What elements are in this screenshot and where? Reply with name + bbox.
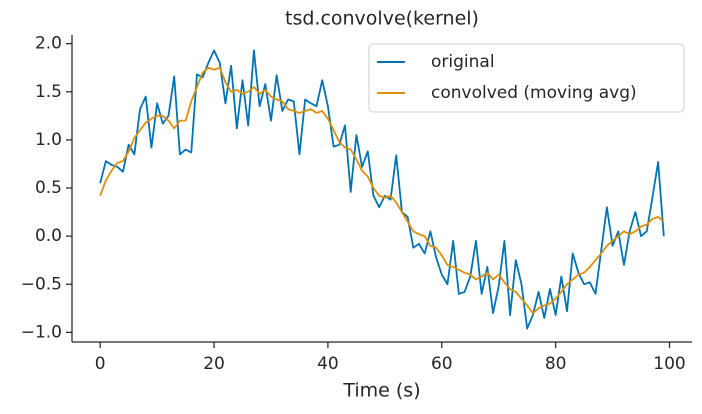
y-tick-label: 2.0 xyxy=(35,34,62,54)
x-tick-label: 100 xyxy=(653,354,685,374)
chart-title: tsd.convolve(kernel) xyxy=(285,8,479,30)
x-tick-label: 80 xyxy=(545,354,567,374)
x-axis-label: Time (s) xyxy=(342,380,420,402)
x-tick-label: 0 xyxy=(95,354,106,374)
series-line xyxy=(99,66,665,315)
y-tick-label: 0.5 xyxy=(35,178,62,198)
y-tick-label: 1.0 xyxy=(35,130,62,150)
y-tick-label: 1.5 xyxy=(35,82,62,102)
y-tick-label: −1.0 xyxy=(21,322,62,342)
x-tick-label: 20 xyxy=(203,354,225,374)
legend-box xyxy=(368,43,685,113)
y-tick-label: −0.5 xyxy=(21,274,62,294)
legend-label: original xyxy=(431,52,495,72)
x-tick-label: 40 xyxy=(317,354,339,374)
x-tick-label: 60 xyxy=(431,354,453,374)
y-tick-label: 0.0 xyxy=(35,226,62,246)
legend-label: convolved (moving avg) xyxy=(431,83,637,103)
